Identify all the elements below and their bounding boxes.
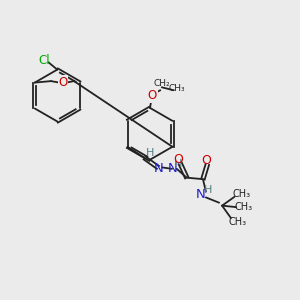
Text: N: N <box>196 188 206 201</box>
Text: Cl: Cl <box>38 54 50 67</box>
Text: N: N <box>168 162 178 175</box>
Text: O: O <box>148 89 157 102</box>
Text: O: O <box>58 76 68 89</box>
Text: O: O <box>174 153 183 166</box>
Text: H: H <box>204 185 212 195</box>
Text: H: H <box>174 158 183 169</box>
Text: N: N <box>154 162 164 175</box>
Text: CH₂: CH₂ <box>154 79 170 88</box>
Text: H: H <box>146 148 154 158</box>
Text: O: O <box>202 154 212 166</box>
Text: CH₃: CH₃ <box>228 217 247 227</box>
Text: CH₃: CH₃ <box>234 202 252 212</box>
Text: CH₃: CH₃ <box>169 84 185 93</box>
Text: CH₃: CH₃ <box>232 190 250 200</box>
